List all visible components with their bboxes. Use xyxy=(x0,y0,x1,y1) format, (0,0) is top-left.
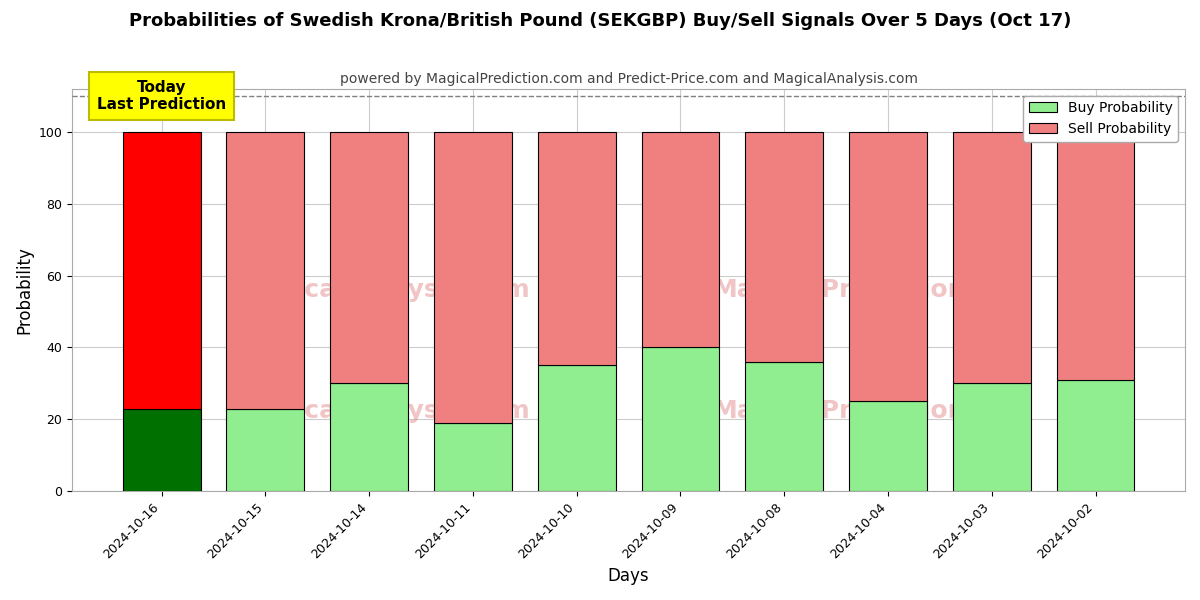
Bar xyxy=(1056,132,1134,380)
Text: Probabilities of Swedish Krona/British Pound (SEKGBP) Buy/Sell Signals Over 5 Da: Probabilities of Swedish Krona/British P… xyxy=(128,12,1072,30)
Text: MagicalPrediction.com: MagicalPrediction.com xyxy=(713,399,1034,423)
Bar xyxy=(330,132,408,383)
Bar xyxy=(1056,380,1134,491)
Bar xyxy=(953,132,1031,383)
Bar xyxy=(953,383,1031,491)
Legend: Buy Probability, Sell Probability: Buy Probability, Sell Probability xyxy=(1024,95,1178,142)
Text: Today
Last Prediction: Today Last Prediction xyxy=(97,80,227,112)
Bar xyxy=(850,401,926,491)
Bar xyxy=(330,383,408,491)
Bar xyxy=(745,362,823,491)
Bar xyxy=(434,423,512,491)
Bar xyxy=(227,132,305,409)
Bar xyxy=(122,132,200,409)
Bar xyxy=(745,132,823,362)
X-axis label: Days: Days xyxy=(607,567,649,585)
Title: powered by MagicalPrediction.com and Predict-Price.com and MagicalAnalysis.com: powered by MagicalPrediction.com and Pre… xyxy=(340,72,918,86)
Text: MagicalAnalysis.com: MagicalAnalysis.com xyxy=(236,399,530,423)
Bar xyxy=(642,347,719,491)
Bar xyxy=(538,132,616,365)
Bar xyxy=(122,409,200,491)
Y-axis label: Probability: Probability xyxy=(16,246,34,334)
Bar xyxy=(227,409,305,491)
Bar xyxy=(850,132,926,401)
Bar xyxy=(538,365,616,491)
Bar xyxy=(434,132,512,423)
Text: MagicalAnalysis.com: MagicalAnalysis.com xyxy=(236,278,530,302)
Bar xyxy=(642,132,719,347)
Text: MagicalPrediction.com: MagicalPrediction.com xyxy=(713,278,1034,302)
